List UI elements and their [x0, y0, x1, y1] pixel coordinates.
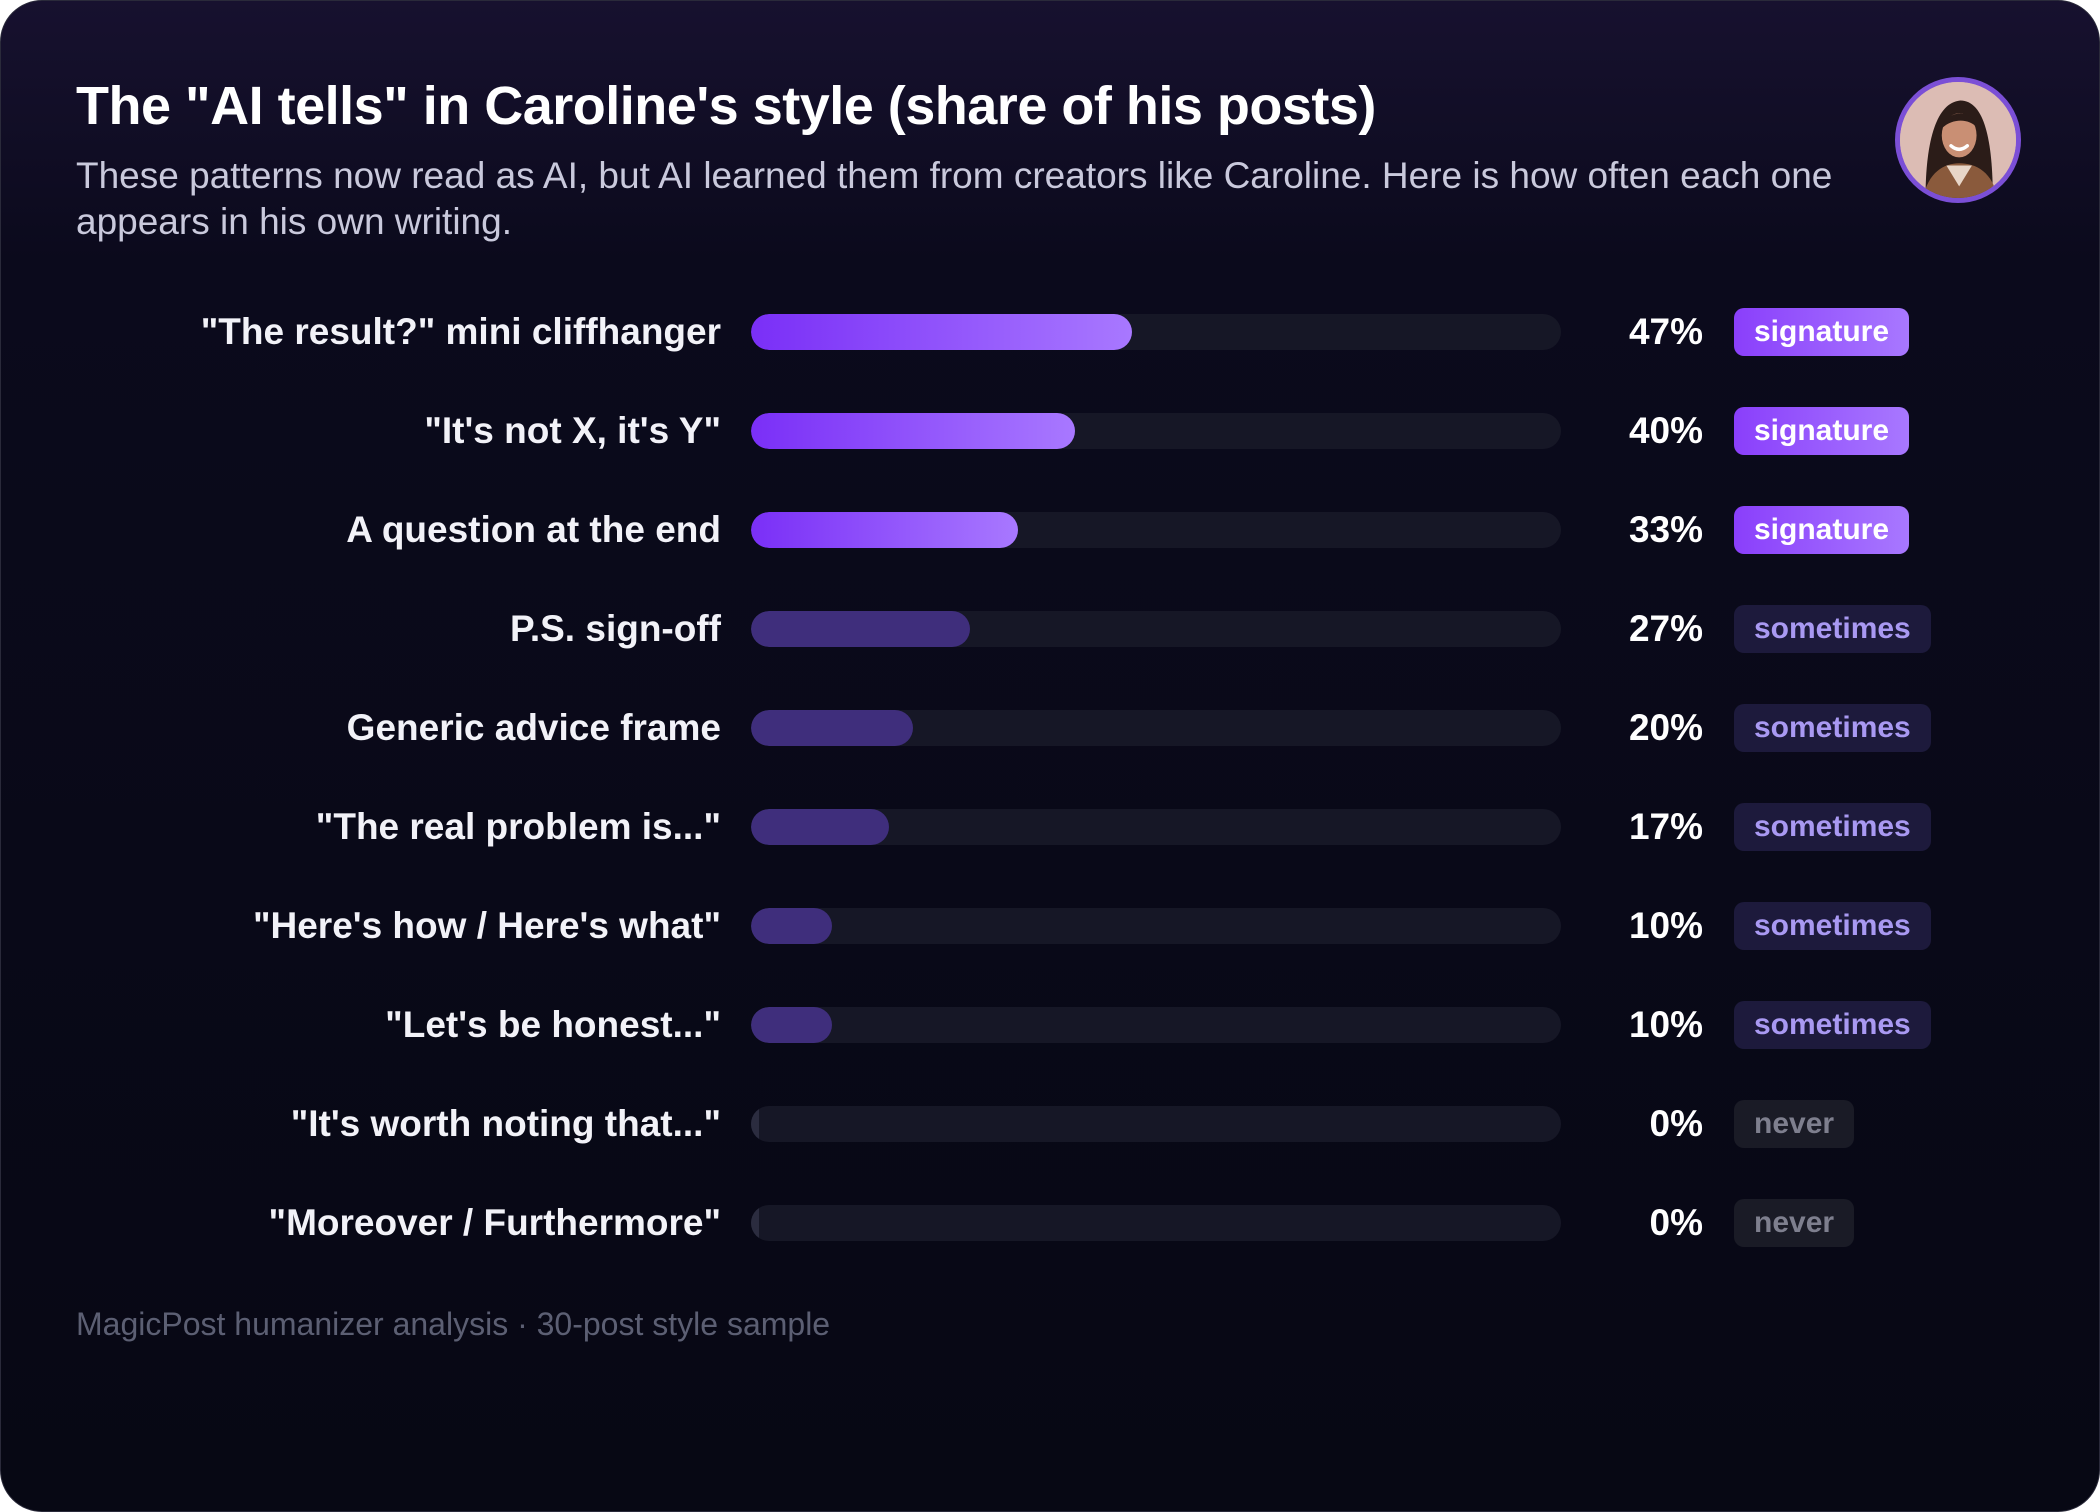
bar	[751, 413, 1075, 449]
frequency-badge: sometimes	[1734, 803, 1931, 851]
bar	[751, 710, 913, 746]
bar	[751, 1106, 759, 1142]
chart-footer: MagicPost humanizer analysis · 30-post s…	[76, 1306, 831, 1342]
bar-track	[751, 1007, 1561, 1043]
value-label: 27%	[1628, 608, 1703, 649]
value-label: 40%	[1628, 410, 1703, 451]
value-label: 0%	[1649, 1202, 1703, 1243]
frequency-badge: sometimes	[1734, 902, 1931, 950]
bar-track	[751, 1106, 1561, 1142]
category-label: "It's not X, it's Y"	[424, 410, 721, 451]
bar	[751, 1205, 759, 1241]
frequency-badge: signature	[1734, 308, 1910, 356]
bar-track	[751, 512, 1561, 548]
category-label: "Let's be honest..."	[385, 1004, 721, 1045]
bar-track	[751, 1205, 1561, 1241]
category-label: P.S. sign-off	[509, 608, 721, 649]
avatar-image	[1900, 82, 2016, 198]
bar-track	[751, 413, 1561, 449]
bar	[751, 611, 970, 647]
frequency-badge: sometimes	[1734, 605, 1931, 653]
bar	[751, 809, 889, 845]
category-label: "Moreover / Furthermore"	[268, 1202, 721, 1243]
value-label: 0%	[1649, 1103, 1703, 1144]
frequency-badge: sometimes	[1734, 704, 1931, 752]
value-label: 17%	[1628, 806, 1703, 847]
bar-track	[751, 908, 1561, 944]
value-label: 10%	[1628, 1004, 1703, 1045]
person-avatar-icon	[1895, 77, 2021, 203]
category-label: A question at the end	[346, 509, 721, 550]
bar	[751, 512, 1019, 548]
value-label: 47%	[1628, 311, 1703, 352]
category-label: "Here's how / Here's what"	[252, 905, 721, 946]
value-label: 10%	[1628, 905, 1703, 946]
frequency-badge: never	[1734, 1199, 1855, 1247]
frequency-badge: signature	[1734, 407, 1910, 455]
bar	[751, 314, 1132, 350]
category-label: "The result?" mini cliffhanger	[200, 311, 721, 352]
category-label: Generic advice frame	[346, 707, 721, 748]
bar	[751, 1007, 832, 1043]
category-label: "The real problem is..."	[315, 806, 721, 847]
value-label: 20%	[1628, 707, 1703, 748]
chart-subtitle: These patterns now read as AI, but AI le…	[76, 155, 1833, 242]
bar-track	[751, 809, 1561, 845]
bar	[751, 908, 832, 944]
chart-title: The "AI tells" in Caroline's style (shar…	[76, 76, 1376, 136]
bar-track	[751, 611, 1561, 647]
bar-track	[751, 710, 1561, 746]
bar-track	[751, 314, 1561, 350]
frequency-badge: never	[1734, 1100, 1855, 1148]
frequency-badge: sometimes	[1734, 1001, 1931, 1049]
category-label: "It's worth noting that..."	[290, 1103, 721, 1144]
value-label: 33%	[1628, 509, 1703, 550]
frequency-badge: signature	[1734, 506, 1910, 554]
